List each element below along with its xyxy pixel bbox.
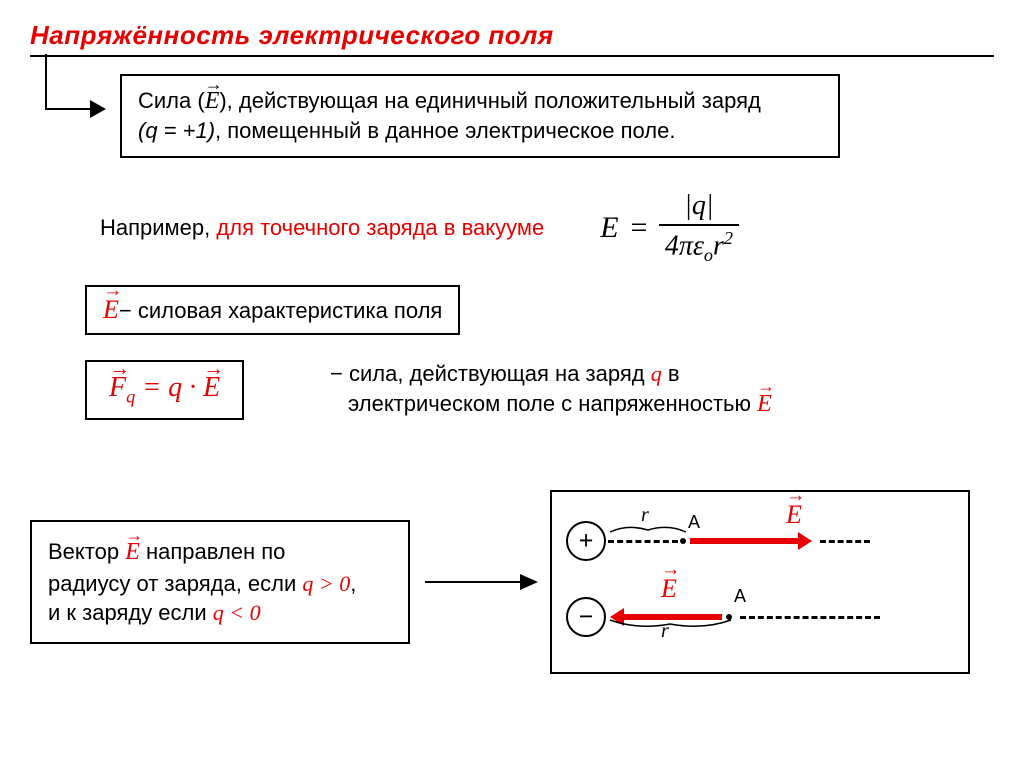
example-label: Например, [100,215,216,240]
b4-l1b: направлен по [140,539,286,564]
box3-F: F [109,372,126,404]
formula-eq: = [629,211,649,245]
b4-q1: q > 0 [302,571,350,596]
def-q-eq: (q = +1) [138,118,215,143]
desc-l1a: сила, действующая на заряд [349,361,651,386]
formula-fraction: |q| 4πεor2 [659,190,739,266]
E-arrow-right-icon [690,538,800,544]
box3-dot: · [182,372,203,403]
b4-l2b: , [350,571,356,596]
box3-q: q [168,372,182,403]
page-title: Напряжённость электрического поля [30,20,994,57]
field-diagram-box: + A E r − E A r [550,490,970,674]
box3-E: E [203,372,220,404]
def-E-symbol: E [205,88,220,114]
b4-l3a: и к заряду если [48,600,213,625]
diagram-positive-row: + A E r [566,516,954,566]
b4-l1a: Вектор [48,539,125,564]
E-characteristic-box: E− силовая характеристика поля [85,285,460,335]
example-row: Например, для точечного заряда в вакууме… [100,190,980,266]
dash3 [740,616,880,619]
dash1 [608,540,678,543]
def-text-4: , помещенный в данное электрическое поле… [215,118,675,143]
box2-dash: − [119,298,132,323]
box3-Fsub: q [126,387,135,407]
box3-eq: = [135,372,168,403]
b4-q2: q < 0 [213,600,261,625]
arrow-to-definition-icon [90,100,106,118]
b4-E: E [125,539,140,565]
connector-h [45,108,95,110]
E-label-1: E [786,500,802,530]
desc-dash: − [330,361,349,386]
bottom-row: Вектор E направлен по радиусу от заряда,… [30,490,990,674]
box2-text: силовая характеристика поля [132,298,443,323]
force-formula-box: Fq = q · E [85,360,244,420]
negative-charge-icon: − [566,597,606,637]
def-text-2: ), действующая на единичный положительны… [219,88,761,113]
formula-num: |q| [678,190,719,224]
connector-v [45,54,47,110]
definition-box: Сила (E), действующая на единичный полож… [120,74,840,158]
box2-E: E [103,295,119,324]
diagram-negative-row: − E A r [566,592,954,642]
dash2 [820,540,870,543]
desc-q: q [651,361,662,386]
E-label-2: E [661,574,677,604]
b4-l2a: радиусу от заряда, если [48,571,302,596]
point-A-label-1: A [688,512,700,533]
desc-l1b: в [662,361,680,386]
r-brace-1-icon [608,522,688,536]
positive-charge-icon: + [566,521,606,561]
example-text: Например, для точечного заряда в вакууме [100,215,544,241]
formula-E: E [600,211,618,245]
def-text-1: Сила ( [138,88,205,113]
vector-direction-box: Вектор E направлен по радиусу от заряда,… [30,520,410,644]
force-formula-description: − сила, действующая на заряд q в электри… [330,360,970,420]
point-charge-formula: E = |q| 4πεor2 [600,190,739,266]
example-red: для точечного заряда в вакууме [216,215,544,240]
desc-E: E [757,391,772,417]
point-A-dot-1 [680,538,686,544]
formula-den: 4πεor2 [659,224,739,266]
arrow-to-diagram-icon [420,562,540,602]
point-A-label-2: A [734,586,746,607]
desc-l2a: электрическом поле с напряженностью [348,391,757,416]
r-brace-2-icon [608,618,733,632]
